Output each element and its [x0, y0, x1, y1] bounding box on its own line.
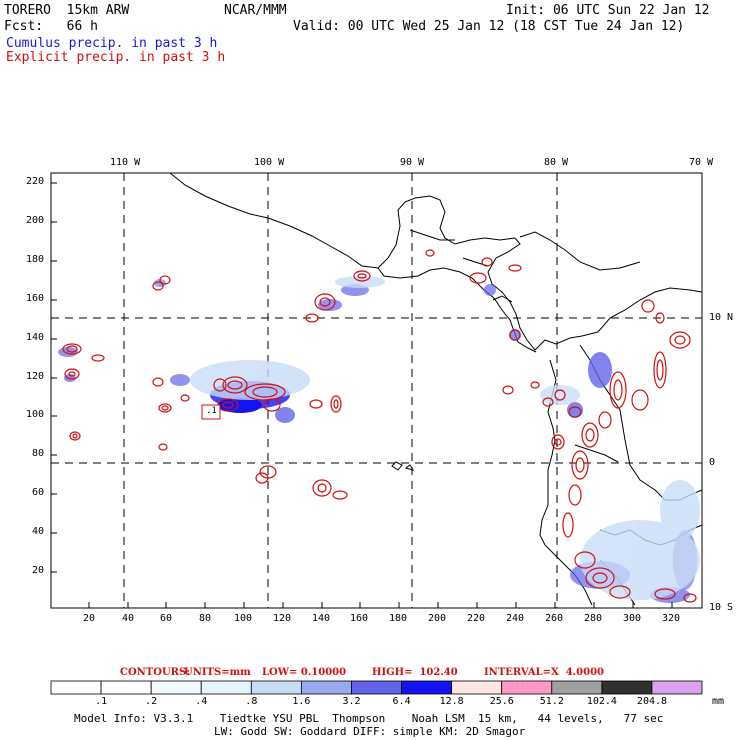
x-tick: 100 — [234, 613, 253, 624]
border-nicaragua — [492, 295, 513, 303]
explicit-precip-contours — [62, 249, 697, 603]
forecast-hour: Fcst: 66 h — [4, 19, 98, 34]
contours-units: UNITS=mm — [184, 667, 251, 678]
y-tick: 20 — [32, 565, 45, 576]
contours-high: HIGH= 102.40 — [372, 667, 458, 678]
light-precip — [190, 276, 700, 600]
min-marker-box — [201, 404, 221, 420]
lon-label-70w: 70 W — [689, 157, 714, 168]
y-tick: 140 — [26, 332, 45, 343]
south-america-west-coast — [539, 359, 593, 606]
colorbar-swatch — [401, 680, 453, 695]
model-info: Model Info: V3.3.1 Tiedtke YSU PBL Thomp… — [74, 712, 664, 725]
x-tick: 80 — [199, 613, 212, 624]
model-title: TORERO 15km ARW — [4, 3, 130, 18]
colorbar-label: 25.6 — [489, 696, 514, 707]
y-tick: 160 — [26, 293, 45, 304]
x-tick: 40 — [122, 613, 135, 624]
colorbar-label: 204.8 — [636, 696, 668, 707]
x-tick: 240 — [506, 613, 525, 624]
valid-time: Valid: 00 UTC Wed 25 Jan 12 (18 CST Tue … — [293, 19, 685, 34]
contours-heading: CONTOURS: — [120, 667, 190, 678]
border-guatemala — [409, 229, 455, 241]
colorbar-swatch — [651, 680, 703, 695]
legend-explicit: Explicit precip. in past 3 h — [6, 50, 226, 65]
y-tick: 220 — [26, 176, 45, 187]
colorbar-swatch — [250, 680, 302, 695]
lat-label-10s: 10 S — [709, 602, 734, 613]
legend-cumulus: Cumulus precip. in past 3 h — [6, 36, 218, 51]
organization: NCAR/MMM — [224, 3, 287, 18]
colorbar-label: .4 — [195, 696, 208, 707]
colorbar-label: .1 — [95, 696, 108, 707]
colorbar-swatch — [601, 680, 653, 695]
lon-label-100w: 100 W — [254, 157, 285, 168]
colorbar-swatch — [200, 680, 252, 695]
lon-label-80w: 80 W — [544, 157, 569, 168]
colorbar-label: 51.2 — [539, 696, 564, 707]
colorbar-label: .8 — [245, 696, 258, 707]
y-tick: 120 — [26, 371, 45, 382]
min-marker-label: .1 — [206, 406, 217, 416]
colorbar-label: 12.8 — [439, 696, 464, 707]
x-tick: 320 — [662, 613, 681, 624]
contours-interval: INTERVAL=X 4.0000 — [484, 667, 604, 678]
colorbar — [50, 680, 703, 695]
x-tick: 160 — [350, 613, 369, 624]
colorbar-unit: mm — [712, 696, 725, 707]
colorbar-label: 6.4 — [392, 696, 411, 707]
x-tick: 140 — [312, 613, 331, 624]
colorbar-swatch — [551, 680, 603, 695]
x-tick: 20 — [83, 613, 96, 624]
x-tick: 120 — [273, 613, 292, 624]
model-physics: LW: Godd SW: Goddard DIFF: simple KM: 2D… — [214, 725, 526, 738]
caribbean-islands — [519, 231, 641, 271]
colorbar-swatch — [100, 680, 152, 695]
colorbar-swatch — [150, 680, 202, 695]
colorbar-label: 3.2 — [342, 696, 361, 707]
x-tick: 280 — [584, 613, 603, 624]
axis-ticks — [51, 182, 673, 608]
x-tick: 60 — [160, 613, 173, 624]
colorbar-swatch — [50, 680, 102, 695]
central-america-coast — [169, 172, 703, 351]
x-tick: 220 — [467, 613, 486, 624]
galapagos-islands — [391, 461, 415, 471]
y-tick: 200 — [26, 215, 45, 226]
x-tick: 260 — [545, 613, 564, 624]
colorbar-swatch — [501, 680, 553, 695]
x-tick: 300 — [623, 613, 642, 624]
colorbar-label: .2 — [145, 696, 158, 707]
colorbar-swatch — [451, 680, 503, 695]
lat-label-10n: 10 N — [709, 312, 734, 323]
colorbar-swatch — [300, 680, 352, 695]
y-tick: 100 — [26, 409, 45, 420]
init-time: Init: 06 UTC Sun 22 Jan 12 — [506, 3, 710, 18]
border-ecuador-peru — [574, 444, 619, 463]
y-tick: 80 — [32, 448, 45, 459]
y-tick: 180 — [26, 254, 45, 265]
x-tick: 180 — [389, 613, 408, 624]
lon-label-110w: 110 W — [110, 157, 141, 168]
y-tick: 60 — [32, 487, 45, 498]
y-tick: 40 — [32, 526, 45, 537]
colorbar-label: 102.4 — [586, 696, 617, 707]
contours-low: LOW= 0.10000 — [262, 667, 347, 678]
lat-label-0: 0 — [709, 457, 716, 468]
lon-label-90w: 90 W — [400, 157, 425, 168]
colorbar-swatch — [351, 680, 402, 695]
x-tick: 200 — [428, 613, 447, 624]
colorbar-label: 1.6 — [292, 696, 311, 707]
